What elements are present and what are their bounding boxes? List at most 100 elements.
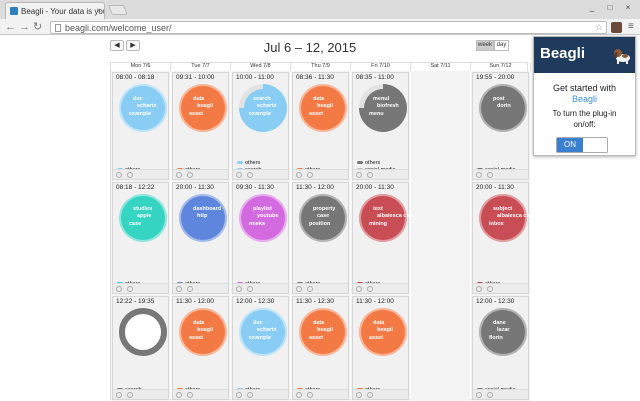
day-header: Sun 7/12 xyxy=(471,63,531,71)
event-ring-chart[interactable]: post dorin xyxy=(479,84,527,132)
event-ring-chart[interactable]: menul biofresh menu xyxy=(359,84,407,132)
event-cell[interactable]: 11:30 - 12:00databeagliassetothers xyxy=(352,296,409,400)
event-ring-chart[interactable]: data beagli asset xyxy=(299,84,347,132)
info-circle-icon[interactable] xyxy=(247,286,253,292)
event-footer xyxy=(233,283,288,293)
event-ring-chart[interactable]: data beagli asset xyxy=(299,308,347,356)
info-circle-icon[interactable] xyxy=(367,286,373,292)
keyword-label: beagli xyxy=(377,327,393,333)
settings-circle-icon[interactable] xyxy=(176,286,182,292)
info-circle-icon[interactable] xyxy=(187,172,193,178)
settings-circle-icon[interactable] xyxy=(476,392,482,398)
event-cell[interactable]: 08:35 - 11:00menulbiofreshmenuotherssoci… xyxy=(352,72,409,180)
event-time: 08:35 - 11:00 xyxy=(356,74,394,81)
url-text[interactable]: beagli.com/welcome_user/ xyxy=(65,23,172,33)
info-circle-icon[interactable] xyxy=(127,392,133,398)
reload-button[interactable]: ↻ xyxy=(33,21,43,33)
keyword-label: albalesca cms xyxy=(497,213,535,219)
beagli-extension-icon[interactable] xyxy=(611,22,622,33)
event-cell[interactable]: 12:22 - 19:35search xyxy=(112,296,169,400)
settings-circle-icon[interactable] xyxy=(236,172,242,178)
settings-circle-icon[interactable] xyxy=(116,392,122,398)
maximize-button[interactable]: □ xyxy=(607,3,613,12)
settings-circle-icon[interactable] xyxy=(296,286,302,292)
info-circle-icon[interactable] xyxy=(127,286,133,292)
settings-circle-icon[interactable] xyxy=(236,286,242,292)
event-cell[interactable]: 08:18 - 12:22studiesapplecaseothers xyxy=(112,182,169,294)
settings-circle-icon[interactable] xyxy=(356,286,362,292)
event-ring-chart[interactable]: studies apple case xyxy=(119,194,167,242)
event-ring-chart[interactable]: data beagli asset xyxy=(179,84,227,132)
info-circle-icon[interactable] xyxy=(187,392,193,398)
settings-circle-icon[interactable] xyxy=(296,392,302,398)
day-view-button[interactable]: day xyxy=(494,40,509,51)
tab-close-icon[interactable]: × xyxy=(96,6,101,15)
settings-circle-icon[interactable] xyxy=(176,392,182,398)
plugin-toggle[interactable]: ON xyxy=(556,137,608,153)
event-ring-chart[interactable]: playlist youtube nneka xyxy=(239,194,287,242)
bookmark-star-icon[interactable]: ☆ xyxy=(594,22,603,32)
settings-circle-icon[interactable] xyxy=(116,286,122,292)
event-ring-chart[interactable]: text albalesca cms mining xyxy=(359,194,414,242)
info-circle-icon[interactable] xyxy=(487,172,493,178)
settings-circle-icon[interactable] xyxy=(116,172,122,178)
event-ring-chart[interactable]: dane lazar florin xyxy=(479,308,527,356)
event-cell[interactable]: 11:30 - 12:00propertycasepositionothers xyxy=(292,182,349,294)
event-ring-chart[interactable]: property case position xyxy=(299,194,347,242)
address-bar[interactable]: beagli.com/welcome_user/ ☆ xyxy=(50,21,607,34)
info-circle-icon[interactable] xyxy=(307,172,313,178)
prev-week-button[interactable]: ◀ xyxy=(110,40,124,51)
keyword-label: beagli xyxy=(197,327,213,333)
event-ring-chart[interactable]: subject albalesca cms inbox xyxy=(479,194,534,242)
event-cell[interactable]: 19:55 - 20:00postdorinsocial media xyxy=(472,72,529,180)
info-circle-icon[interactable] xyxy=(247,172,253,178)
browser-tab[interactable]: Beagli - Your data is your × xyxy=(5,2,105,19)
event-footer xyxy=(173,169,228,179)
close-window-button[interactable]: × xyxy=(625,3,631,12)
keyword-label: dashboard xyxy=(193,206,222,212)
back-button[interactable]: ← xyxy=(5,21,16,33)
info-circle-icon[interactable] xyxy=(187,286,193,292)
info-circle-icon[interactable] xyxy=(487,392,493,398)
browser-menu-icon[interactable]: ≡ xyxy=(628,21,634,32)
forward-button[interactable]: → xyxy=(19,21,30,33)
event-cell[interactable]: 20:00 - 11:30dashboardhttpothers xyxy=(172,182,229,294)
event-ring-chart[interactable]: data beagli asset xyxy=(179,308,227,356)
event-ring-chart[interactable]: doc echarts example xyxy=(239,308,287,356)
event-ring-chart[interactable]: doc echarts example xyxy=(119,84,167,132)
event-cell[interactable]: 08:36 - 11:30databeagliassetothers xyxy=(292,72,349,180)
week-view-button[interactable]: week xyxy=(476,40,494,51)
settings-circle-icon[interactable] xyxy=(236,392,242,398)
info-circle-icon[interactable] xyxy=(307,392,313,398)
settings-circle-icon[interactable] xyxy=(176,172,182,178)
settings-circle-icon[interactable] xyxy=(296,172,302,178)
event-ring-chart[interactable] xyxy=(119,308,167,356)
event-ring-chart[interactable]: dashboard http xyxy=(179,194,227,242)
event-cell[interactable]: 11:30 - 12:30databeagliassetothers xyxy=(292,296,349,400)
settings-circle-icon[interactable] xyxy=(476,172,482,178)
minimize-button[interactable]: _ xyxy=(589,3,595,12)
settings-circle-icon[interactable] xyxy=(356,392,362,398)
event-cell[interactable]: 11:30 - 12:00databeagliassetothers xyxy=(172,296,229,400)
info-circle-icon[interactable] xyxy=(247,392,253,398)
event-cell[interactable]: 12:00 - 12:30danelazarflorinsocial media xyxy=(472,296,529,400)
settings-circle-icon[interactable] xyxy=(476,286,482,292)
new-tab-button[interactable] xyxy=(108,5,128,15)
settings-circle-icon[interactable] xyxy=(356,172,362,178)
info-circle-icon[interactable] xyxy=(127,172,133,178)
info-circle-icon[interactable] xyxy=(307,286,313,292)
event-cell[interactable]: 09:30 - 11:30playlistyoutubennekaothers xyxy=(232,182,289,294)
next-week-button[interactable]: ▶ xyxy=(126,40,140,51)
event-ring-chart[interactable]: data beagli asset xyxy=(359,308,407,356)
event-ring-chart[interactable]: search echarts example xyxy=(239,84,287,132)
info-circle-icon[interactable] xyxy=(487,286,493,292)
toggle-on-label[interactable]: ON xyxy=(557,138,583,152)
event-cell[interactable]: 09:31 - 10:00databeagliassetothers xyxy=(172,72,229,180)
event-cell[interactable]: 12:00 - 12:30docechartsexampleothers xyxy=(232,296,289,400)
event-cell[interactable]: 08:00 - 08:18docechartsexampleothers xyxy=(112,72,169,180)
info-circle-icon[interactable] xyxy=(367,172,373,178)
info-circle-icon[interactable] xyxy=(367,392,373,398)
